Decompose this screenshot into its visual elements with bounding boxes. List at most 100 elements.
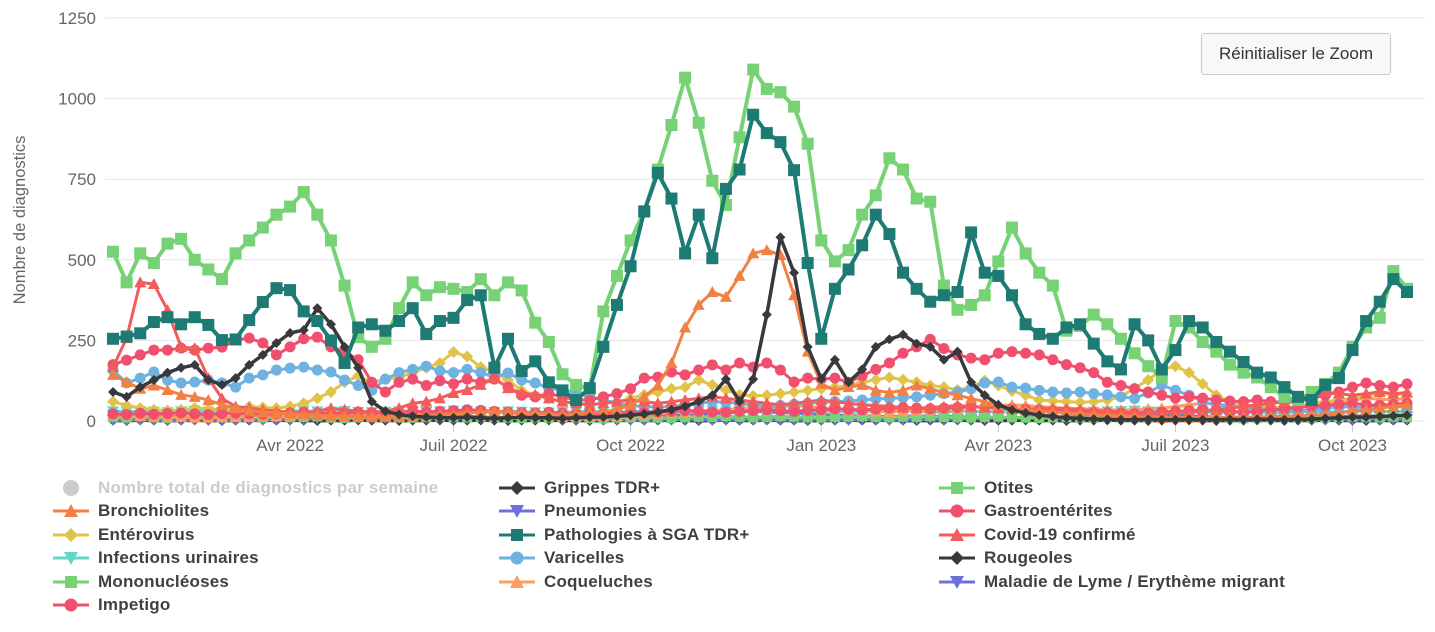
legend-item-coqueluches[interactable]: Coqueluches [498, 571, 749, 592]
data-point-marker [393, 367, 405, 379]
data-point-marker [1087, 395, 1100, 408]
data-point-marker [924, 333, 936, 345]
data-point-marker [188, 311, 201, 324]
data-point-marker [1360, 387, 1373, 399]
data-point-marker [1060, 406, 1073, 418]
data-point-marker [1264, 381, 1277, 394]
data-point-marker [842, 397, 855, 409]
data-point-marker [1184, 414, 1195, 425]
infections-urinaires-series-marker-icon [53, 552, 89, 565]
legend-item-bronchiolites[interactable]: Bronchiolites [52, 501, 438, 522]
data-point-marker [597, 405, 610, 417]
data-point-marker [665, 192, 678, 205]
data-point-marker [1087, 408, 1100, 420]
data-point-marker [789, 267, 800, 278]
data-point-marker [161, 408, 173, 420]
chart-legend: Nombre total de diagnostics par semaine B… [0, 477, 1435, 627]
data-point-marker [1183, 315, 1196, 328]
legend-item-enterovirus[interactable]: Entérovirus [52, 524, 438, 545]
data-point-marker [1155, 363, 1168, 376]
diagnostics-chart[interactable]: Nombre de diagnostics 0 250 500 750 1000 1250 A… [0, 0, 1435, 460]
data-point-marker [502, 276, 515, 289]
data-point-marker [680, 412, 691, 423]
data-point-marker [529, 316, 542, 329]
data-point-marker [992, 376, 1004, 388]
data-point-marker [1006, 346, 1018, 358]
legend-item-label: Infections urinaires [98, 548, 259, 567]
data-point-marker [870, 393, 882, 405]
data-point-marker [1087, 337, 1100, 350]
data-point-marker [353, 362, 364, 373]
data-point-marker [1006, 412, 1017, 423]
data-point-marker [624, 260, 637, 273]
data-point-marker [1360, 403, 1373, 415]
data-point-marker [202, 342, 214, 354]
legend-item-gastroenterites[interactable]: Gastroentérites [938, 501, 1285, 522]
data-point-marker [215, 398, 228, 410]
data-point-marker [1114, 363, 1127, 376]
data-point-marker [1373, 295, 1386, 308]
data-point-marker [515, 365, 528, 378]
data-point-marker [393, 315, 406, 328]
data-point-marker [937, 279, 950, 292]
legend-item-label: Pathologies à SGA TDR+ [544, 524, 750, 544]
data-point-marker [243, 314, 256, 327]
legend-item-pneumonies[interactable]: Pneumonies [498, 501, 749, 522]
data-point-marker [1074, 396, 1087, 409]
data-point-marker [257, 337, 269, 349]
data-point-marker [938, 354, 949, 365]
data-point-marker [324, 402, 337, 414]
data-point-marker [107, 245, 119, 258]
data-point-marker [556, 395, 569, 407]
data-point-marker [1347, 412, 1358, 423]
legend-item-grippes-tdr[interactable]: Grippes TDR+ [498, 477, 749, 498]
data-point-marker [869, 189, 882, 202]
data-point-marker [978, 401, 991, 413]
data-point-marker [257, 369, 269, 381]
data-point-marker [161, 384, 174, 396]
data-point-marker [1169, 392, 1181, 404]
data-point-marker [243, 234, 256, 247]
data-point-marker [951, 389, 964, 401]
data-point-marker [747, 395, 760, 407]
data-point-marker [407, 373, 419, 385]
y-axis-title: Nombre de diagnostics [11, 136, 29, 305]
legend-item-lyme[interactable]: Maladie de Lyme / Erythème migrant [938, 571, 1285, 592]
data-point-marker [366, 376, 378, 388]
legend-item-sga-tdr[interactable]: Pathologies à SGA TDR+ [498, 524, 749, 545]
legend-item-covid-19[interactable]: Covid-19 confirmé [938, 524, 1285, 545]
data-point-marker [774, 364, 786, 376]
data-point-marker [992, 347, 1004, 359]
data-point-marker [911, 412, 922, 423]
legend-item-mononucleoses[interactable]: Mononucléoses [52, 571, 438, 592]
reset-zoom-button[interactable]: Réinitialiser le Zoom [1201, 33, 1391, 75]
data-point-marker [229, 333, 242, 346]
series-grippes-tdr [108, 232, 1412, 425]
data-point-marker [406, 276, 419, 289]
data-point-marker [638, 390, 651, 402]
data-point-marker [651, 166, 664, 179]
data-point-marker [774, 136, 787, 149]
data-point-marker [1251, 398, 1264, 410]
data-point-marker [883, 400, 896, 412]
legend-item-infections-urinaires[interactable]: Infections urinaires [52, 548, 438, 569]
data-point-marker [747, 108, 760, 121]
legend-item-label: Covid-19 confirmé [984, 524, 1136, 544]
data-point-marker [1332, 406, 1345, 418]
data-point-marker [1060, 321, 1073, 334]
data-point-marker [693, 396, 704, 407]
data-point-marker [1074, 362, 1086, 374]
legend-item-rougeoles[interactable]: Rougeoles [938, 548, 1285, 569]
chart-plot-area[interactable]: Nombre de diagnostics 0 250 500 750 1000 1250 A… [0, 0, 1435, 460]
data-point-marker [815, 394, 828, 406]
data-point-marker [828, 282, 841, 295]
data-point-marker [1346, 405, 1359, 417]
data-point-marker [365, 340, 378, 353]
data-point-marker [256, 405, 269, 417]
legend-item-impetigo[interactable]: Impetigo [52, 595, 438, 616]
data-point-marker [869, 399, 882, 411]
legend-item-total[interactable]: Nombre total de diagnostics par semaine [52, 477, 438, 498]
y-tick-label: 1000 [58, 90, 96, 109]
legend-item-varicelles[interactable]: Varicelles [498, 548, 749, 569]
legend-item-otites[interactable]: Otites [938, 477, 1285, 498]
